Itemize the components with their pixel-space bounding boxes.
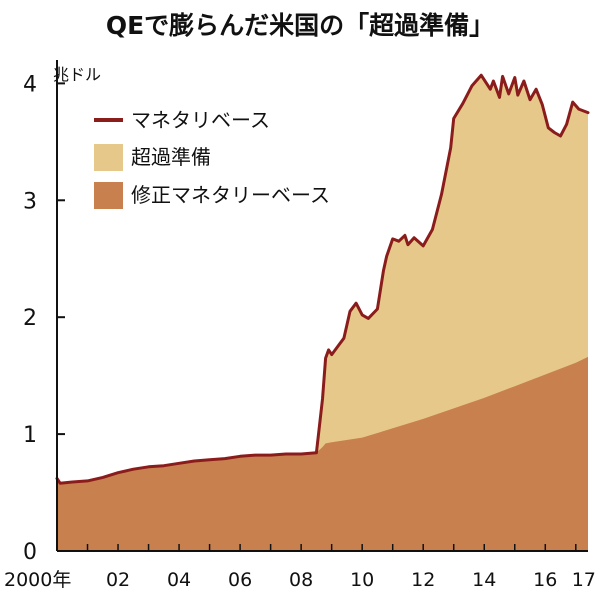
y-tick-label: 0 [23,540,37,565]
x-tick-label: 06 [228,569,252,591]
x-tick-label: 16 [533,569,557,591]
y-tick-label: 4 [23,72,37,97]
x-tick-label: 14 [472,569,496,591]
legend: マネタリベース 超過準備 修正マネタリーベース [94,108,330,209]
monetary-base-line [55,73,590,485]
x-tick-label: 2000年 [4,569,71,591]
legend-label-adjusted-monetary-base: 修正マネタリーベース [131,183,330,207]
adjusted-monetary-base-area [57,356,588,551]
x-tick-label: 08 [289,569,313,591]
chart-title: QEで膨らんだ米国の「超過準備」 [106,11,494,40]
x-tick-label: 12 [411,569,435,591]
x-axis-ticks: 2000年 02 04 06 08 10 12 14 16 17 [4,544,596,591]
plot-area [55,73,590,551]
x-tick-label: 17 [572,569,596,591]
legend-swatch-adjusted-monetary-base [94,182,123,209]
y-tick-label: 1 [23,423,37,448]
x-tick-label: 02 [106,569,130,591]
x-tick-label: 04 [167,569,191,591]
legend-swatch-excess-reserves [94,144,123,171]
legend-label-monetary-base: マネタリベース [131,108,270,132]
legend-label-excess-reserves: 超過準備 [131,145,211,169]
y-axis-ticks: 0 1 2 3 4 [23,72,65,565]
y-tick-label: 3 [23,189,37,214]
y-axis-unit: 兆ドル [53,65,101,84]
x-tick-label: 10 [350,569,374,591]
y-tick-label: 2 [23,306,37,331]
